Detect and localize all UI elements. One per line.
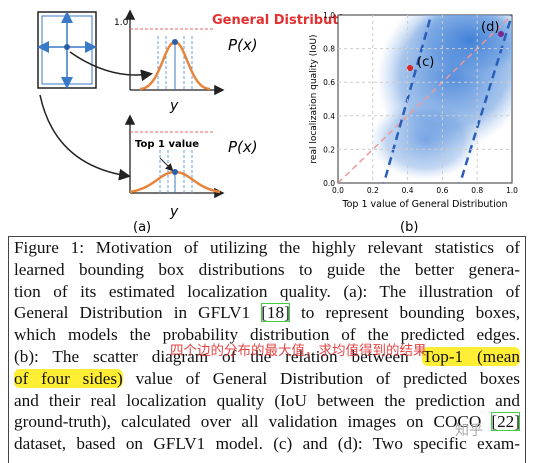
subfigure-caption: (b)	[400, 220, 418, 235]
caption-text: General Distribution in GFLV1	[14, 303, 262, 323]
y-label: y	[169, 98, 179, 114]
highlight: Top-1 (mean	[422, 346, 520, 366]
caption-text: to represent bounding boxes,	[289, 303, 520, 323]
x-axis-label: Top 1 value of General Distribution	[341, 199, 507, 210]
y-axis-label: real localization quality (IoU)	[309, 34, 319, 163]
caption-line: learned bounding box distributions to gu…	[14, 259, 520, 281]
point-label: (c)	[417, 55, 434, 70]
y-tick-label: 1.0	[323, 11, 335, 20]
caption-line: ground-truth), calculated over all valid…	[14, 411, 520, 433]
y-tick-label: 0.2	[323, 145, 335, 154]
caption-line: tion of its estimated localization quali…	[14, 281, 520, 303]
point-label: (d)	[481, 20, 499, 35]
x-tick-label: 0.6	[436, 186, 448, 195]
caption-line: and their real localization quality (IoU…	[14, 390, 520, 412]
x-tick-label: 0.2	[367, 186, 379, 195]
caption-text: value of General Distribution of predict…	[122, 368, 520, 388]
citation[interactable]: [18]	[261, 303, 290, 323]
caption-text: (b): The scatter diagram of the relation…	[14, 346, 423, 366]
y-tick-label: 0.4	[323, 112, 335, 121]
caption: Figure 1: Motivation of utilizing the hi…	[8, 236, 526, 463]
annotation: 四个边的分布的最大值，求均值得到的结果	[170, 343, 427, 359]
axis-label: 1.0	[114, 18, 129, 28]
caption-text: ground-truth), calculated over all valid…	[14, 412, 492, 432]
y-tick-label: 0.8	[323, 45, 335, 54]
top1-label: Top 1 value	[135, 139, 199, 150]
y-tick-label: 0.0	[323, 179, 335, 188]
px-label: P(x)	[228, 36, 258, 54]
caption-text: which models the probability distributio…	[14, 325, 520, 345]
y-label: y	[169, 204, 179, 220]
caption-text: dataset, based on GFLV1 model. (c) and (…	[14, 434, 520, 454]
px-label: P(x)	[228, 138, 258, 156]
caption-line: of four sides) value of General Distribu…	[14, 368, 520, 390]
y-tick-label: 0.6	[323, 78, 335, 87]
caption-line: which models the probability distributio…	[14, 324, 520, 346]
caption-text: and their real localization quality (IoU…	[14, 390, 520, 410]
x-tick-label: 0.0	[332, 186, 344, 195]
distribution-title: General Distribution	[212, 13, 361, 28]
figure-b: (c) (d) real localization quality (IoU) …	[309, 11, 518, 235]
caption-line: General Distribution in GFLV1 [18] to re…	[14, 302, 520, 324]
caption-text: Figure 1: Motivation of utilizing the hi…	[14, 238, 520, 257]
caption-line: (b): The scatter diagram of the relation…	[14, 346, 520, 368]
citation[interactable]: [22]	[491, 412, 520, 432]
caption-text: learned bounding box distributions to gu…	[14, 259, 520, 279]
x-tick-label: 1.0	[506, 186, 518, 195]
x-tick-label: 0.8	[471, 186, 483, 195]
watermark: 知乎	[455, 423, 483, 439]
x-tick-label: 0.4	[402, 186, 414, 195]
figure: 1.0 General Distribution P(x) y Top 1 va…	[37, 9, 518, 235]
caption-line: Figure 1: Motivation of utilizing the hi…	[14, 237, 520, 259]
subfigure-caption: (a)	[133, 220, 151, 235]
caption-line: dataset, based on GFLV1 model. (c) and (…	[14, 433, 520, 455]
caption-text: tion of its estimated localization quali…	[14, 281, 520, 301]
figure-a: 1.0 General Distribution P(x) y Top 1 va…	[37, 9, 361, 235]
highlight: of four sides)	[14, 368, 123, 388]
